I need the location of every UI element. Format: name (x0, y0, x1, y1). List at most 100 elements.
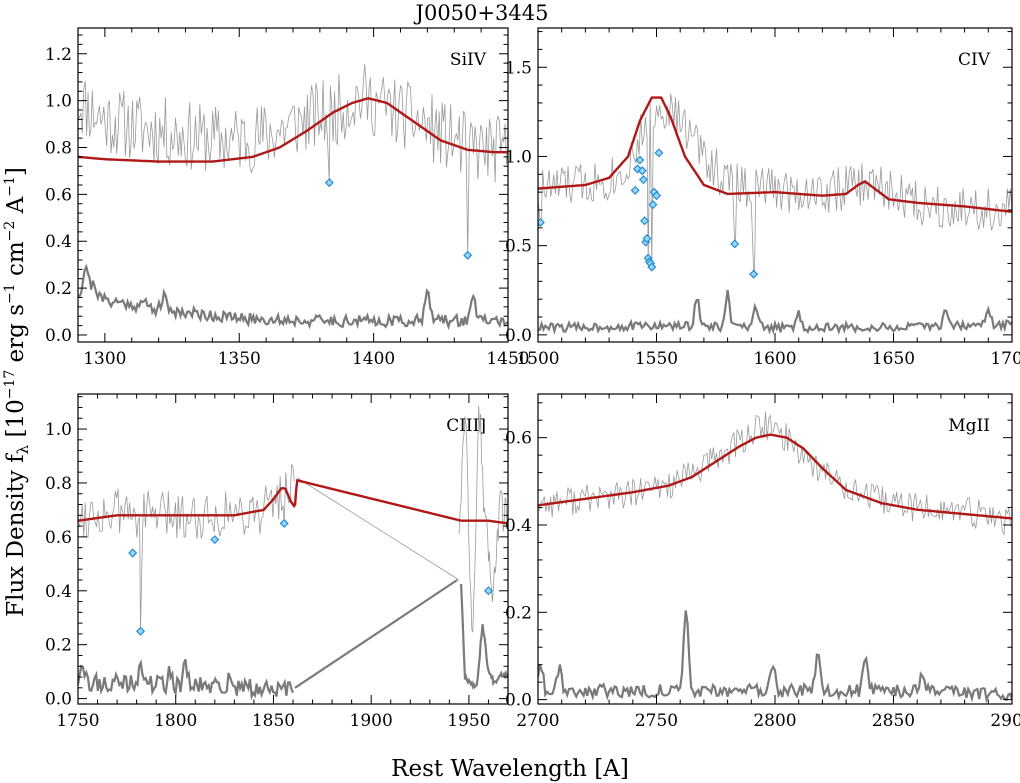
flux-spectrum-ciii (78, 464, 295, 632)
absorption-marker (651, 191, 662, 201)
x-tick-label: 1500 (516, 349, 559, 369)
flux-spectrum-siiv (78, 64, 508, 256)
y-tick-label: 0.0 (505, 691, 532, 711)
absorption-marker (210, 535, 220, 545)
absorption-marker (463, 250, 473, 260)
error-spectrum-siiv (78, 263, 508, 331)
y-tick-label: 1.0 (45, 92, 72, 112)
y-label-units-b: cm (3, 241, 29, 283)
y-tick-label: 1.5 (505, 58, 532, 78)
x-tick-label: 1800 (154, 711, 197, 731)
y-label-exp-s: −1 (2, 283, 18, 304)
flux-gap-line-ciii (296, 477, 460, 581)
y-tick-label: 0.2 (45, 279, 72, 299)
y-tick-label: 1.0 (45, 420, 72, 440)
flux-tail-ciii (458, 405, 508, 633)
y-tick-label: 0.4 (45, 232, 72, 252)
x-axis-label: Rest Wavelength [A] (391, 756, 629, 782)
y-tick-label: 0.6 (45, 185, 72, 205)
absorption-marker (642, 234, 652, 244)
x-tick-label: 1600 (753, 349, 796, 369)
absorption-marker (647, 262, 657, 272)
axes-frame-mgii (537, 393, 1013, 705)
plot-area-civ (538, 93, 1012, 336)
panel-label-civ: CIV (958, 50, 991, 70)
x-tick-label: 2850 (872, 711, 915, 731)
absorption-marker (654, 148, 664, 158)
x-tick-label: 1650 (872, 349, 915, 369)
model-fit-civ (538, 96, 1012, 213)
panel-label-mgii: MgII (948, 416, 990, 436)
y-tick-label: 0.2 (45, 636, 72, 656)
x-tick-label: 1450 (486, 349, 529, 369)
absorption-marker (640, 216, 650, 226)
flux-spectrum-civ (538, 93, 1012, 275)
panel-ciii: 1750 1800 1850 1900 1950 0.0 0.2 0.4 0.6 0.8 1.0 CI… (45, 393, 509, 731)
absorption-marker (730, 239, 740, 249)
y-tick-label: 1.0 (505, 147, 532, 167)
absorption-marker (648, 200, 658, 210)
y-axis-label: Flux Density fλ [10−17 erg s−1 cm−2 A−1] (2, 167, 32, 617)
x-tick-label: 1950 (447, 711, 490, 731)
absorption-marker (128, 548, 138, 558)
x-tick-label: 2750 (635, 711, 678, 731)
x-tick-label: 2700 (516, 711, 559, 731)
y-tick-label: 0.0 (505, 326, 532, 346)
absorption-marker (483, 586, 494, 596)
y-label-units-c: A (3, 196, 29, 220)
panel-label-siiv: SiIV (450, 50, 487, 70)
x-tick-label: 1400 (352, 349, 395, 369)
absorption-marker (279, 518, 289, 528)
y-tick-label: 0.0 (45, 690, 72, 710)
y-label-sub: λ (14, 444, 32, 454)
y-tick-label: 0.4 (505, 516, 532, 536)
y-label-units-a: erg s (3, 304, 29, 370)
x-tick-label: 1850 (252, 711, 295, 731)
model-fit-mgii (538, 433, 1012, 520)
axes-frame-civ (537, 27, 1013, 343)
absorption-marker (630, 185, 640, 195)
error-spectrum-ciii (78, 658, 295, 701)
y-tick-label: 0.5 (505, 237, 532, 257)
error-spectrum-mgii (538, 610, 1012, 704)
x-tick-label: 1550 (635, 349, 678, 369)
y-tick-label: 0.6 (505, 429, 532, 449)
plot-area-mgii (538, 411, 1012, 704)
y-tick-label: 0.8 (45, 474, 72, 494)
y-tick-label: 0.2 (505, 603, 532, 623)
y-label-exp-a: −1 (2, 176, 18, 197)
x-tick-label: 1300 (83, 349, 126, 369)
y-tick-label: 0.4 (45, 582, 72, 602)
plot-area-ciii (78, 405, 508, 701)
flux-spectrum-mgii (538, 411, 1012, 536)
x-tick-label: 1350 (218, 349, 261, 369)
y-tick-label: 1.2 (45, 45, 72, 65)
y-label-close: ] (3, 167, 29, 176)
y-tick-label: 0.0 (45, 326, 72, 346)
y-label-unit-open: [10 (3, 399, 29, 445)
absorption-marker (635, 155, 645, 165)
y-label-prefix: Flux Density f (3, 453, 29, 617)
panel-siiv: 1300 1350 1400 1450 0.0 0.2 0.4 0.6 0.8 1.0 1.2 SiI… (45, 27, 530, 369)
x-tick-label: 1900 (350, 711, 393, 731)
y-label-exp: −17 (2, 370, 18, 400)
x-tick-label: 2800 (753, 711, 796, 731)
x-tick-label: 1750 (56, 711, 99, 731)
absorption-marker (749, 269, 759, 279)
y-tick-label: 0.6 (45, 528, 72, 548)
error-tail-ciii (460, 583, 508, 690)
model-fit-siiv (78, 97, 508, 163)
y-label-exp-cm: −2 (2, 221, 18, 242)
axes-frame-siiv (77, 27, 509, 343)
y-tick-label: 0.8 (45, 139, 72, 159)
figure-title: J0050+3445 (414, 1, 549, 25)
absorption-marker (637, 166, 647, 176)
error-gap-line-ciii (294, 579, 458, 689)
panel-label-ciii: CIII] (446, 416, 486, 436)
absorption-marker (324, 178, 334, 188)
